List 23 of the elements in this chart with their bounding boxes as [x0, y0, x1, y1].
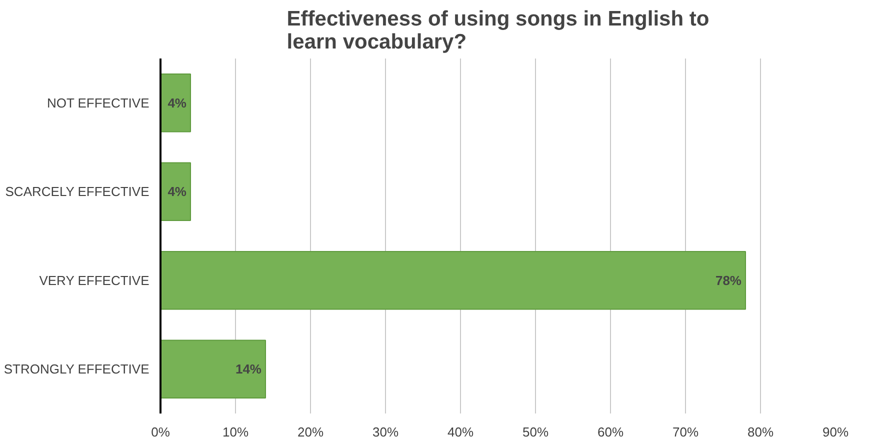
bar	[160, 340, 266, 398]
data-label: 4%	[168, 95, 187, 110]
bar	[160, 251, 746, 310]
x-tick-label: 0%	[151, 424, 170, 440]
y-tick-label: STRONGLY EFFECTIVE	[4, 362, 150, 377]
data-label: 4%	[168, 184, 187, 200]
x-tick-label: 90%	[822, 424, 849, 440]
data-label: 14%	[235, 362, 262, 377]
x-tick-label: 70%	[672, 424, 699, 440]
x-tick-label: 30%	[372, 424, 399, 440]
x-tick-label: 40%	[447, 424, 474, 440]
bar	[160, 74, 191, 132]
x-tick-label: 60%	[597, 424, 624, 440]
x-tick-label: 20%	[297, 424, 324, 440]
y-tick-label: NOT EFFECTIVE	[46, 95, 150, 110]
bar	[160, 162, 191, 221]
chart-title: Effectiveness of using songs in English to learn vocabulary?	[286, 8, 710, 54]
data-label: 78%	[715, 272, 742, 288]
y-tick-label: VERY EFFECTIVE	[39, 272, 150, 288]
y-tick-label: SCARCELY EFFECTIVE	[5, 184, 150, 200]
x-tick-label: 10%	[222, 424, 249, 440]
x-tick-label: 50%	[522, 424, 549, 440]
x-tick-label: 80%	[747, 424, 774, 440]
